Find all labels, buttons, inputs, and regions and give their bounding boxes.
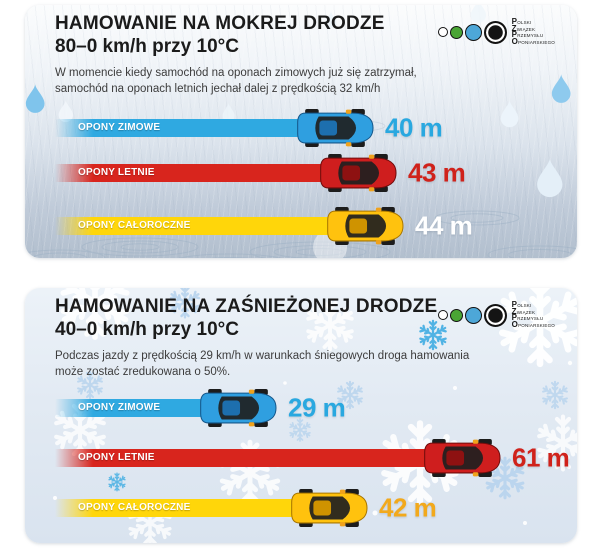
- bar-label: OPONY ZIMOWE: [78, 122, 161, 133]
- distance-value: 42 m: [379, 492, 437, 523]
- panel-subtitle: 80–0 km/h przy 10°C: [55, 36, 239, 57]
- logo-circle-black: [483, 303, 507, 327]
- car-top-view-icon: [424, 439, 501, 477]
- bar: OPONY LETNIE: [55, 449, 482, 467]
- bar: OPONY LETNIE: [55, 164, 378, 182]
- pzpo-logo: POLSKI ZWIĄZEK PRZEMYSŁU OPONIARSKIEGO: [437, 300, 555, 329]
- bar-label: OPONY LETNIE: [78, 167, 155, 178]
- pzpo-logo: POLSKI ZWIĄZEK PRZEMYSŁU OPONIARSKIEGO: [437, 17, 555, 46]
- bar-label: OPONY CAŁOROCZNE: [78, 220, 191, 231]
- logo-wordmark: POLSKI ZWIĄZEK PRZEMYSŁU OPONIARSKIEGO: [511, 17, 555, 46]
- car-top-view-icon: [297, 109, 374, 147]
- logo-circle-green: [449, 25, 463, 39]
- car-top-view-icon: [200, 389, 277, 427]
- car-top-view-icon: [320, 154, 397, 192]
- bar-label: OPONY ZIMOWE: [78, 402, 161, 413]
- panel-title: HAMOWANIE NA ZAŚNIEŻONEJ DRODZE: [55, 296, 438, 317]
- car-top-view-icon: [327, 207, 404, 245]
- bar-label: OPONY CAŁOROCZNE: [78, 502, 191, 513]
- panel-title: HAMOWANIE NA MOKREJ DRODZE: [55, 13, 385, 34]
- distance-value: 43 m: [408, 157, 466, 188]
- distance-value: 61 m: [512, 442, 570, 473]
- distance-value: 40 m: [385, 112, 443, 143]
- panel-description: W momencie kiedy samochód na oponach zim…: [55, 67, 417, 96]
- logo-circle-blue: [464, 23, 482, 41]
- distance-value: 29 m: [288, 392, 346, 423]
- bar-row-winter-tyres: OPONY ZIMOWE 40 m: [55, 108, 575, 148]
- bar: OPONY ZIMOWE: [55, 119, 355, 137]
- bar-label: OPONY LETNIE: [78, 452, 155, 463]
- logo-circle-black: [483, 20, 507, 44]
- bar-row-summer-tyres: OPONY LETNIE 43 m: [55, 153, 575, 193]
- bar-row-summer-tyres: OPONY LETNIE 61 m: [55, 438, 575, 478]
- logo-circle-white: [437, 310, 448, 320]
- logo-circle-white: [437, 27, 448, 37]
- panel-subtitle: 40–0 km/h przy 10°C: [55, 319, 239, 340]
- logo-wordmark: POLSKI ZWIĄZEK PRZEMYSŁU OPONIARSKIEGO: [511, 300, 555, 329]
- car-top-view-icon: [291, 489, 368, 527]
- logo-circle-blue: [464, 306, 482, 324]
- bar-row-allseason-tyres: OPONY CAŁOROCZNE 44 m: [55, 206, 575, 246]
- panel-description: Podczas jazdy z prędkością 29 km/h w war…: [55, 350, 470, 379]
- distance-value: 44 m: [415, 210, 473, 241]
- logo-circle-green: [449, 308, 463, 322]
- bar-row-winter-tyres: OPONY ZIMOWE 29 m: [55, 388, 575, 428]
- bar: OPONY CAŁOROCZNE: [55, 217, 385, 235]
- snow-braking-panel: HAMOWANIE NA ZAŚNIEŻONEJ DRODZE 40–0 km/…: [25, 288, 577, 543]
- wet-braking-panel: HAMOWANIE NA MOKREJ DRODZE 80–0 km/h prz…: [25, 5, 577, 258]
- bar-row-allseason-tyres: OPONY CAŁOROCZNE 42 m: [55, 488, 575, 528]
